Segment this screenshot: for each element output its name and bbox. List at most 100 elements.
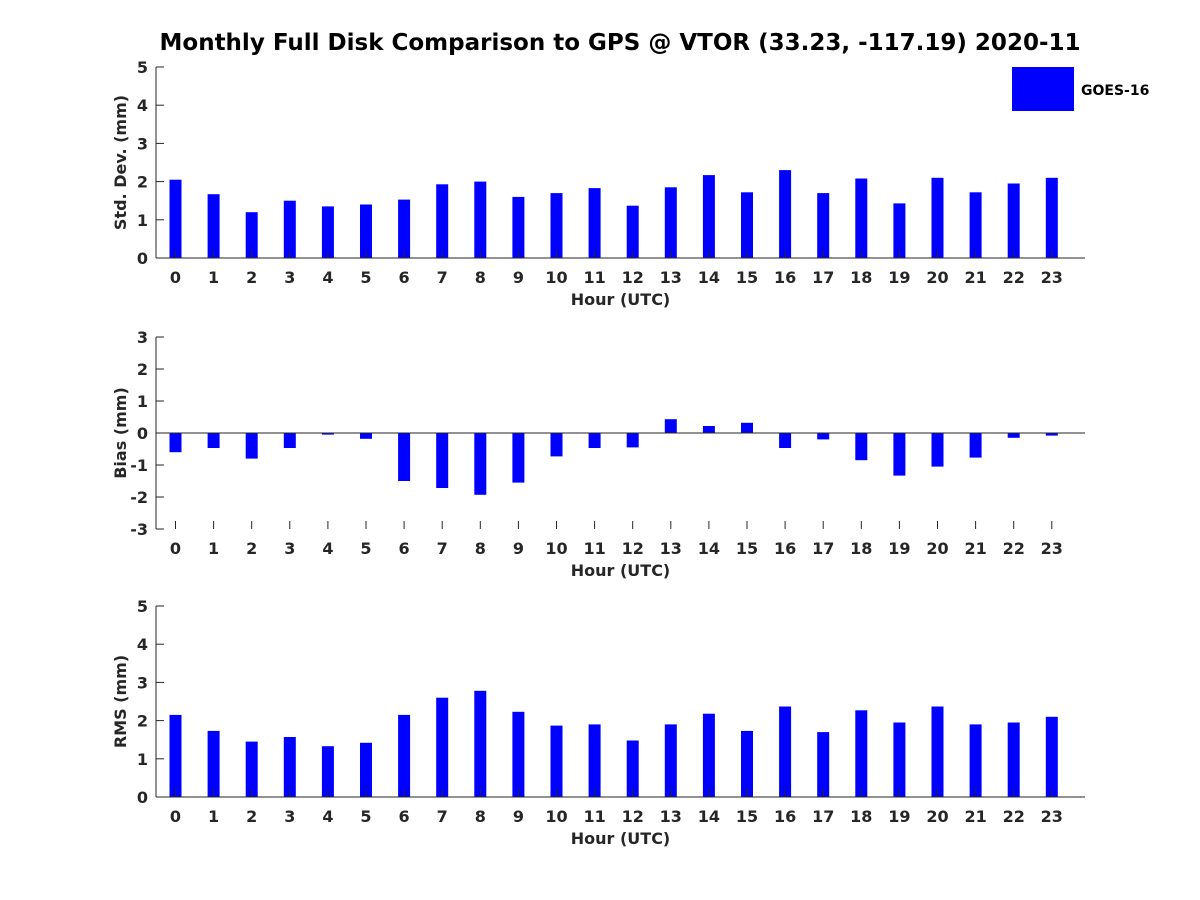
bias-ytick-label: 3: [137, 328, 148, 347]
rms-xtick-label: 18: [850, 807, 872, 826]
bar-bias-13: [664, 419, 677, 433]
bar-rms-19: [893, 722, 906, 797]
bar-bias-15: [741, 422, 753, 433]
bar-stddev-10: [550, 193, 563, 258]
bar-stddev-9: [512, 196, 525, 258]
bias-xtick-label: 1: [208, 539, 219, 558]
rms-xtick-label: 17: [812, 807, 834, 826]
bar-rms-18: [855, 710, 868, 797]
bias-xtick-label: 18: [850, 539, 872, 558]
bias-xtick-label: 0: [170, 539, 181, 558]
stddev-xtick-label: 9: [513, 268, 524, 287]
rms-xtick-label: 5: [360, 807, 371, 826]
stddev-ytick-label: 3: [137, 134, 148, 153]
bar-stddev-3: [283, 200, 296, 258]
rms-xtick-label: 10: [545, 807, 567, 826]
bias-xtick-label: 17: [812, 539, 834, 558]
bar-rms-20: [931, 706, 944, 797]
bar-bias-7: [436, 433, 449, 488]
rms-ytick-label: 0: [137, 788, 148, 807]
bias-xtick-label: 6: [399, 539, 410, 558]
bar-rms-11: [588, 724, 601, 797]
stddev-xtick-label: 0: [170, 268, 181, 287]
bar-stddev-8: [474, 181, 487, 258]
bar-stddev-4: [321, 206, 334, 258]
bar-rms-2: [245, 741, 258, 797]
bar-stddev-6: [398, 199, 411, 258]
rms-ytick-label: 1: [137, 750, 148, 769]
rms-xtick-label: 1: [208, 807, 219, 826]
rms-xtick-label: 12: [622, 807, 644, 826]
rms-xtick-label: 2: [246, 807, 257, 826]
stddev-xtick-label: 20: [926, 268, 948, 287]
bias-xtick-label: 13: [660, 539, 682, 558]
stddev-xtick-label: 23: [1041, 268, 1063, 287]
bias-xtick-label: 9: [513, 539, 524, 558]
bar-bias-3: [283, 433, 296, 448]
rms-xtick-label: 22: [1003, 807, 1025, 826]
bias-xtick-label: 10: [545, 539, 567, 558]
bias-xtick-label: 19: [888, 539, 910, 558]
bar-rms-12: [626, 740, 639, 797]
bias-xtick-label: 7: [437, 539, 448, 558]
bar-bias-1: [207, 433, 220, 448]
rms-xtick-label: 14: [698, 807, 720, 826]
stddev-x-axis-label: Hour (UTC): [571, 290, 671, 309]
bias-xtick-label: 12: [622, 539, 644, 558]
stddev-ytick-label: 2: [137, 173, 148, 192]
bar-rms-16: [779, 706, 792, 797]
rms-xtick-label: 19: [888, 807, 910, 826]
rms-ytick-label: 2: [137, 712, 148, 731]
bar-stddev-0: [169, 179, 182, 258]
bar-stddev-22: [1007, 183, 1020, 258]
stddev-xtick-label: 4: [322, 268, 333, 287]
bias-xtick-label: 15: [736, 539, 758, 558]
rms-xtick-label: 23: [1041, 807, 1063, 826]
bar-bias-21: [969, 433, 982, 458]
bias-y-axis-label: Bias (mm): [111, 387, 130, 479]
stddev-xtick-label: 2: [246, 268, 257, 287]
bias-xtick-label: 8: [475, 539, 486, 558]
bar-stddev-18: [855, 178, 868, 258]
rms-ytick-label: 3: [137, 673, 148, 692]
bias-xtick-label: 4: [322, 539, 333, 558]
bar-stddev-7: [436, 184, 449, 258]
bar-bias-12: [626, 433, 639, 448]
rms-xtick-label: 11: [583, 807, 605, 826]
rms-ytick-label: 4: [137, 635, 148, 654]
bar-bias-6: [398, 433, 411, 481]
stddev-xtick-label: 13: [660, 268, 682, 287]
bar-stddev-2: [245, 212, 258, 258]
bar-rms-14: [702, 713, 715, 797]
bar-stddev-15: [741, 192, 753, 258]
stddev-xtick-label: 3: [284, 268, 295, 287]
stddev-ytick-label: 4: [137, 96, 148, 115]
stddev-xtick-label: 1: [208, 268, 219, 287]
bias-ytick-label: -3: [130, 520, 148, 539]
figure-title: Monthly Full Disk Comparison to GPS @ VT…: [159, 30, 1081, 56]
bar-stddev-12: [626, 205, 639, 258]
stddev-xtick-label: 22: [1003, 268, 1025, 287]
stddev-xtick-label: 17: [812, 268, 834, 287]
stddev-ytick-label: 1: [137, 211, 148, 230]
bar-rms-17: [817, 732, 830, 797]
bar-rms-0: [169, 714, 182, 797]
bar-bias-14: [702, 426, 715, 433]
stddev-xtick-label: 6: [399, 268, 410, 287]
bar-bias-0: [169, 433, 182, 453]
bar-bias-9: [512, 433, 525, 483]
stddev-xtick-label: 19: [888, 268, 910, 287]
stddev-xtick-label: 21: [964, 268, 986, 287]
stddev-ytick-label: 0: [137, 249, 148, 268]
bar-rms-8: [474, 690, 487, 797]
stddev-xtick-label: 5: [360, 268, 371, 287]
rms-xtick-label: 0: [170, 807, 181, 826]
bias-xtick-label: 11: [583, 539, 605, 558]
stddev-xtick-label: 11: [583, 268, 605, 287]
bar-bias-5: [360, 433, 372, 439]
legend: GOES-16: [1012, 67, 1149, 111]
bar-bias-8: [474, 433, 487, 495]
